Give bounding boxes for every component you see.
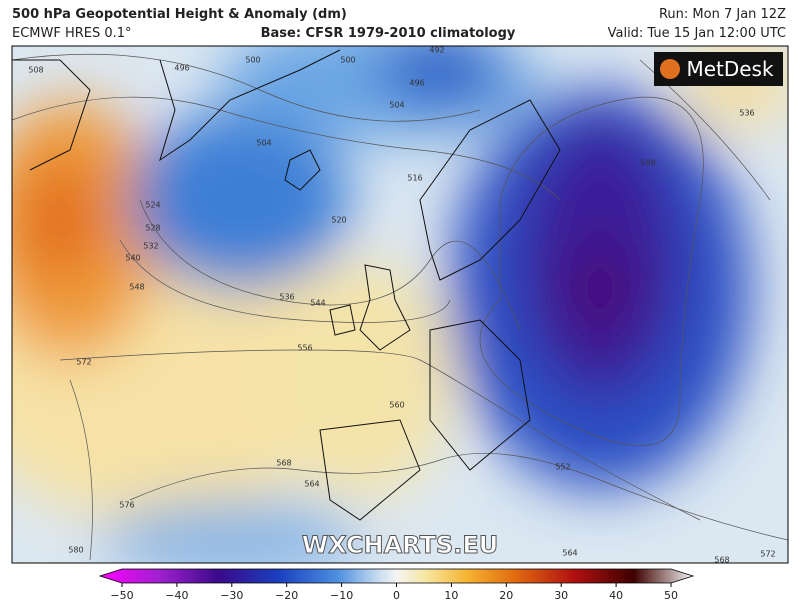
- run: Run: Mon 7 Jan 12Z: [659, 7, 786, 22]
- contour-label: 516: [407, 174, 422, 183]
- contour-label: 496: [409, 79, 424, 88]
- contour-label: 500: [340, 56, 355, 65]
- contour-label: 544: [310, 299, 325, 308]
- colorbar-tick-label: 10: [444, 589, 458, 602]
- title: 500 hPa Geopotential Height & Anomaly (d…: [12, 7, 347, 22]
- contour-label: 548: [129, 283, 144, 292]
- contour-label: 556: [297, 344, 312, 353]
- contour-label: 536: [279, 293, 294, 302]
- contour-label: 532: [143, 242, 158, 251]
- colorbar-tick-label: 0: [393, 589, 400, 602]
- contour-label: 508: [640, 159, 655, 168]
- contour-label: 564: [304, 480, 319, 489]
- colorbar-tick-label: −30: [220, 589, 243, 602]
- contour-label: 496: [174, 64, 189, 73]
- colorbar-tick-label: 20: [499, 589, 513, 602]
- colorbar-tick-label: −40: [165, 589, 188, 602]
- contour-label: 564: [562, 549, 577, 558]
- colorbar-tick-label: −50: [110, 589, 133, 602]
- map-frame: [11, 45, 789, 564]
- contour-label: 524: [145, 201, 160, 210]
- contour-label: 504: [256, 139, 271, 148]
- colorbar: [98, 568, 695, 584]
- model: ECMWF HRES 0.1°: [12, 26, 132, 41]
- colorbar-tick-label: 40: [609, 589, 623, 602]
- contour-label: 576: [119, 501, 134, 510]
- contour-label: 540: [125, 254, 140, 263]
- colorbar-tick-label: −20: [275, 589, 298, 602]
- contour-label: 568: [276, 459, 291, 468]
- logo: MetDesk: [686, 57, 774, 81]
- logo-icon: [660, 59, 680, 79]
- contour-label: 520: [331, 216, 346, 225]
- contour-label: 580: [68, 546, 83, 555]
- colorbar-tick-label: −10: [330, 589, 353, 602]
- valid: Valid: Tue 15 Jan 12:00 UTC: [608, 26, 786, 41]
- colorbar-tick-label: 50: [664, 589, 678, 602]
- contour-label: 528: [145, 224, 160, 233]
- contour-label: 568: [714, 556, 729, 565]
- contour-label: 536: [739, 109, 754, 118]
- contour-label: 500: [245, 56, 260, 65]
- contour-label: 560: [389, 401, 404, 410]
- base: Base: CFSR 1979-2010 climatology: [261, 26, 516, 41]
- colorbar-tick-label: 30: [554, 589, 568, 602]
- contour-label: 492: [429, 46, 444, 55]
- contour-label: 552: [555, 463, 570, 472]
- contour-label: 572: [760, 550, 775, 559]
- watermark: WXCHARTS.EU: [302, 531, 498, 559]
- map: MetDesk WXCHARTS.EU 508 496 500 500 492 496 50…: [12, 46, 788, 565]
- contour-label: 508: [28, 66, 43, 75]
- contour-label: 572: [76, 358, 91, 367]
- contour-label: 504: [389, 101, 404, 110]
